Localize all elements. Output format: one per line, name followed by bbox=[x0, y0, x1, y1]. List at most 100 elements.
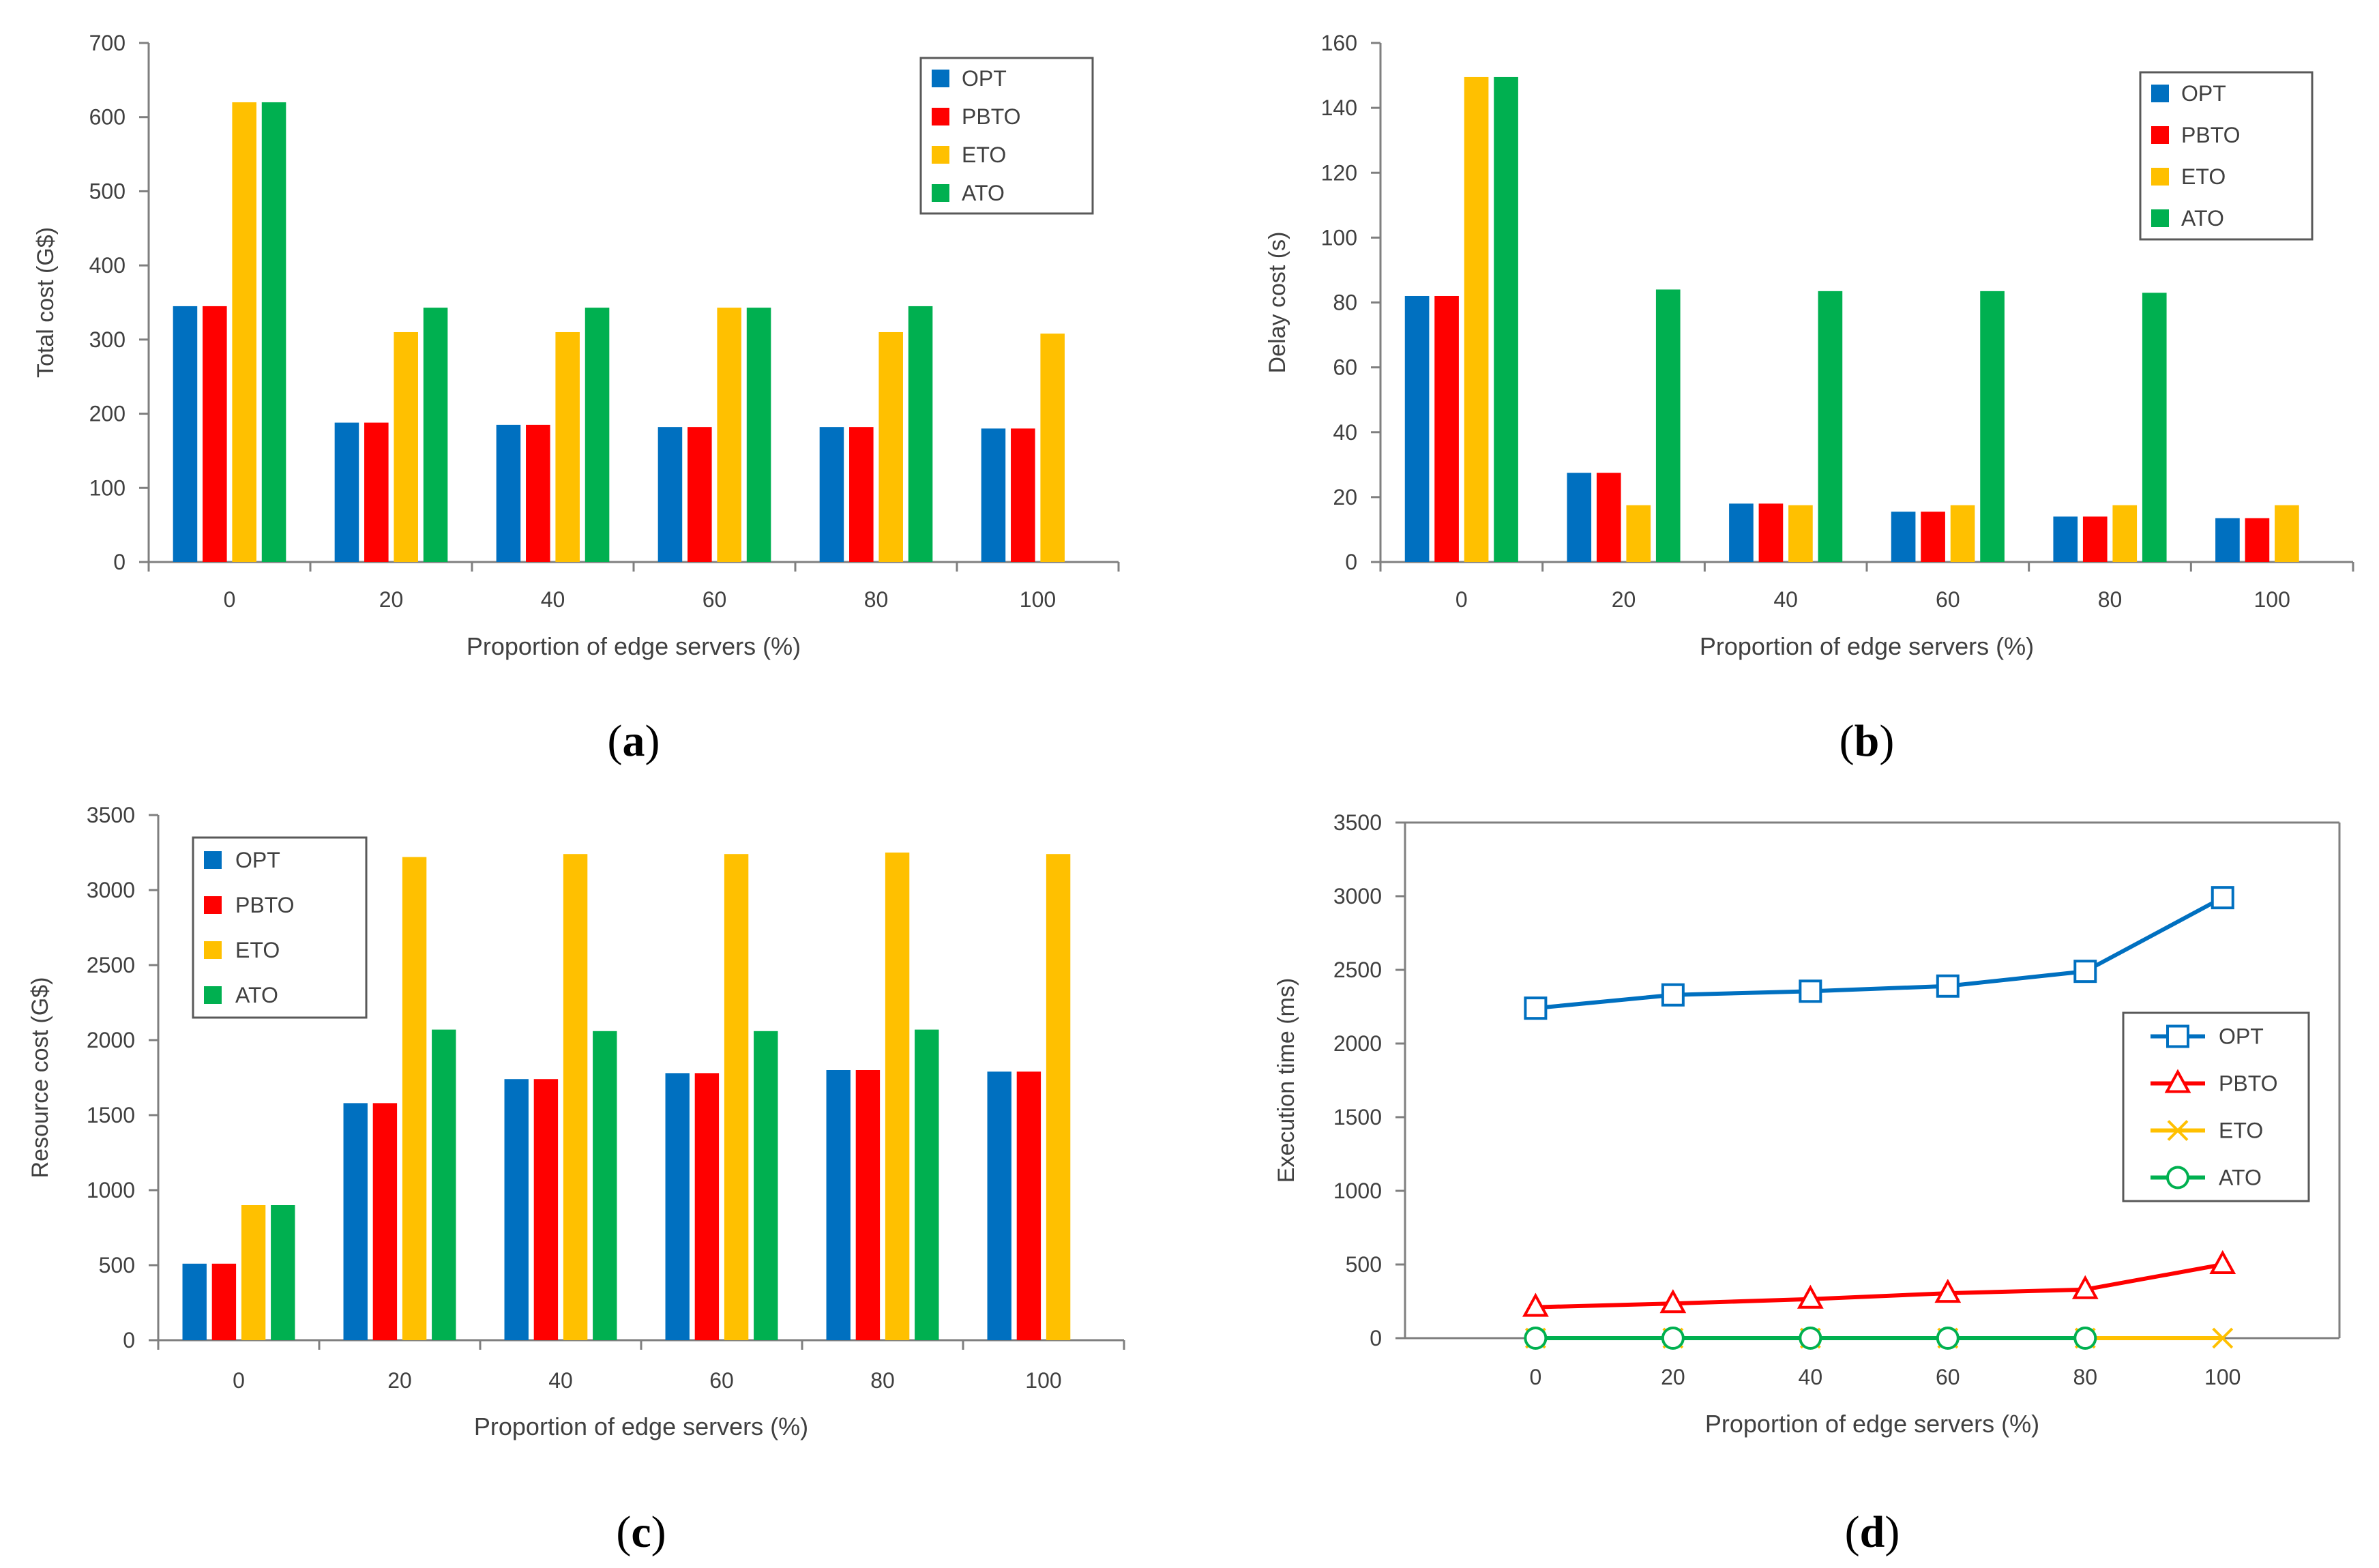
point-opt bbox=[2073, 960, 2097, 983]
bar-ato bbox=[261, 102, 286, 562]
y-tick-label: 100 bbox=[1321, 225, 1357, 250]
bar-pbto bbox=[526, 424, 550, 562]
bar-ato bbox=[271, 1205, 295, 1340]
legend-label-eto: ETO bbox=[2181, 164, 2226, 189]
bar-opt bbox=[343, 1103, 368, 1340]
legend-swatch-opt bbox=[2151, 85, 2169, 102]
bar-opt bbox=[173, 306, 198, 562]
bar-ato bbox=[746, 308, 771, 562]
point-opt bbox=[1661, 983, 1685, 1007]
bar-opt bbox=[987, 1071, 1011, 1340]
bar-pbto bbox=[533, 1079, 559, 1340]
panel-caption: (a) bbox=[608, 716, 660, 766]
y-tick-label: 3000 bbox=[87, 878, 135, 902]
point-pbto bbox=[2209, 1249, 2236, 1274]
x-tick-label: 80 bbox=[870, 1368, 895, 1393]
bar-ato bbox=[915, 1029, 939, 1340]
legend-marker-pbto bbox=[2164, 1069, 2191, 1093]
bar-eto bbox=[717, 308, 741, 562]
bar-opt bbox=[2053, 516, 2078, 562]
y-tick-label: 60 bbox=[1333, 355, 1357, 380]
bar-ato bbox=[2142, 293, 2167, 562]
bar-opt bbox=[182, 1263, 207, 1340]
bar-ato bbox=[908, 306, 933, 562]
y-tick-label: 0 bbox=[1370, 1326, 1382, 1350]
y-tick-label: 1500 bbox=[1333, 1105, 1382, 1129]
point-opt bbox=[2211, 886, 2234, 910]
legend: OPT PBTO ETO ATO bbox=[2139, 71, 2314, 241]
caption-paren-open: ( bbox=[1845, 1507, 1860, 1557]
legend-label-pbto: PBTO bbox=[2219, 1071, 2278, 1096]
legend-swatch-eto bbox=[2151, 168, 2169, 186]
point-opt bbox=[1936, 974, 1960, 998]
x-tick-label: 20 bbox=[379, 587, 404, 612]
legend-swatch-ato bbox=[932, 184, 949, 202]
y-axis-title: Total cost (G$) bbox=[33, 227, 59, 378]
y-tick-label: 200 bbox=[89, 402, 125, 426]
bar-eto bbox=[1950, 505, 1975, 562]
bar-eto bbox=[394, 331, 418, 562]
legend-marker-opt bbox=[2166, 1024, 2189, 1048]
caption-paren-close: ) bbox=[1885, 1507, 1900, 1557]
point-pbto bbox=[1522, 1292, 1549, 1317]
bar-ato bbox=[432, 1029, 456, 1340]
bar-eto bbox=[1626, 505, 1651, 562]
legend-label-ato: ATO bbox=[2219, 1166, 2262, 1190]
series-line-pbto bbox=[1535, 1262, 2223, 1310]
legend-swatch-ato bbox=[204, 986, 222, 1004]
legend-label-opt: OPT bbox=[2181, 81, 2226, 106]
legend-swatch-opt bbox=[932, 70, 949, 87]
legend-swatch-pbto bbox=[204, 896, 222, 914]
legend-swatch-eto bbox=[932, 146, 949, 164]
x-tick-label: 60 bbox=[1936, 587, 1960, 612]
y-tick-label: 600 bbox=[89, 105, 125, 130]
bar-opt bbox=[2215, 518, 2240, 562]
bar-pbto bbox=[211, 1263, 237, 1340]
bar-eto bbox=[241, 1205, 266, 1340]
point-ato bbox=[1524, 1327, 1548, 1350]
bar-ato bbox=[754, 1031, 778, 1340]
bar-ato bbox=[423, 308, 448, 562]
bar-pbto bbox=[1921, 512, 1945, 562]
bar-pbto bbox=[1016, 1071, 1041, 1340]
x-tick-label: 40 bbox=[548, 1368, 573, 1393]
bar-opt bbox=[496, 424, 521, 562]
legend-swatch-ato bbox=[2151, 209, 2169, 227]
bar-eto bbox=[2112, 505, 2138, 562]
bar-eto bbox=[555, 331, 580, 562]
y-tick-label: 80 bbox=[1333, 291, 1357, 315]
x-tick-label: 100 bbox=[1025, 1368, 1061, 1393]
bar-eto bbox=[2275, 505, 2299, 562]
legend-label-pbto: PBTO bbox=[2181, 123, 2241, 147]
y-tick-label: 500 bbox=[89, 179, 125, 203]
y-tick-label: 500 bbox=[1346, 1252, 1382, 1277]
y-tick-label: 0 bbox=[113, 550, 125, 574]
x-tick-label: 40 bbox=[541, 587, 565, 612]
legend: OPT PBTO ETO ATO bbox=[2122, 1011, 2310, 1202]
x-axis-title: Proportion of edge servers (%) bbox=[467, 632, 801, 660]
x-tick-label: 20 bbox=[387, 1368, 412, 1393]
bar-ato bbox=[1980, 291, 2005, 562]
legend-label-pbto: PBTO bbox=[962, 104, 1021, 129]
bar-eto bbox=[724, 854, 749, 1340]
point-ato bbox=[1661, 1327, 1685, 1350]
y-tick-label: 3000 bbox=[1333, 884, 1382, 908]
y-tick-label: 300 bbox=[89, 327, 125, 352]
x-tick-label: 100 bbox=[2204, 1365, 2241, 1389]
bar-pbto bbox=[2245, 518, 2270, 562]
bar-opt bbox=[665, 1073, 690, 1340]
x-tick-label: 60 bbox=[703, 587, 727, 612]
legend-label-ato: ATO bbox=[962, 181, 1005, 205]
x-tick-label: 0 bbox=[1456, 587, 1468, 612]
y-tick-label: 1000 bbox=[1333, 1179, 1382, 1203]
legend-marker-eto bbox=[2167, 1120, 2189, 1141]
point-ato bbox=[1799, 1327, 1822, 1350]
y-tick-label: 3500 bbox=[87, 803, 135, 827]
y-tick-label: 400 bbox=[89, 253, 125, 278]
legend-label-eto: ETO bbox=[962, 143, 1006, 167]
x-tick-label: 0 bbox=[1529, 1365, 1541, 1389]
x-tick-label: 0 bbox=[233, 1368, 245, 1393]
chart-panel-b: 0 20 40 60 80 100 120 140 160 Delay cost (s) Propo… bbox=[1265, 31, 2354, 766]
